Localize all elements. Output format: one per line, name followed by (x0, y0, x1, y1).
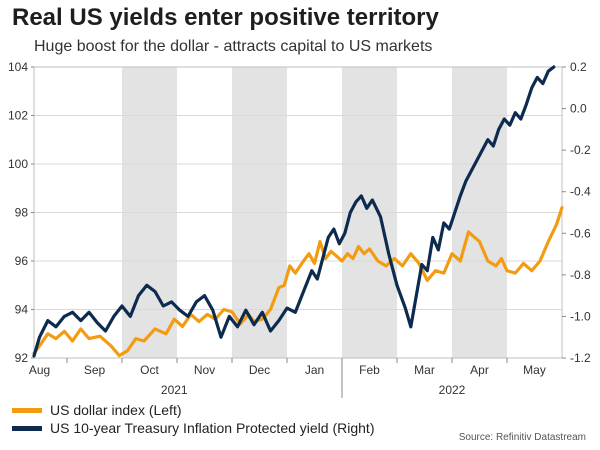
right-tick-label: 0.2 (570, 60, 587, 74)
left-tick-label: 102 (8, 109, 28, 123)
source-note: Source: Refinitiv Datastream (458, 432, 586, 443)
x-tick-label: Aug (29, 363, 50, 377)
x-tick-label: Sep (84, 363, 106, 377)
x-tick-label: Nov (194, 363, 215, 377)
year-label: 2022 (439, 383, 466, 397)
right-tick-label: -0.2 (570, 143, 591, 157)
right-tick-label: -1.0 (570, 309, 591, 323)
x-tick-label: May (523, 363, 546, 377)
series-line-tips-yield (32, 65, 556, 358)
legend-label-dxy: US dollar index (Left) (50, 402, 182, 418)
legend-swatch-dxy (12, 407, 42, 413)
right-tick-label: -0.8 (570, 268, 591, 282)
right-tick-label: 0.0 (570, 102, 587, 116)
legend-swatch-tips (12, 425, 42, 431)
left-tick-label: 100 (8, 157, 28, 171)
legend-label-tips: US 10-year Treasury Inflation Protected … (50, 420, 375, 436)
year-label: 2021 (161, 383, 188, 397)
left-tick-label: 94 (15, 303, 29, 317)
chart-title: Real US yields enter positive territory (12, 4, 439, 31)
legend-item-tips: US 10-year Treasury Inflation Protected … (12, 420, 374, 436)
x-tick-label: Apr (470, 363, 489, 377)
left-tick-label: 92 (15, 351, 29, 365)
x-tick-label: Oct (140, 363, 159, 377)
x-tick-label: Dec (249, 363, 270, 377)
right-tick-label: -0.6 (570, 226, 591, 240)
x-tick-label: Feb (359, 363, 380, 377)
x-tick-label: Mar (414, 363, 435, 377)
left-tick-label: 96 (15, 254, 29, 268)
left-tick-label: 98 (15, 206, 29, 220)
series-line-dollar-index (32, 206, 564, 358)
chart-subtitle: Huge boost for the dollar - attracts cap… (34, 38, 433, 55)
right-tick-label: -1.2 (570, 351, 591, 365)
legend-item-dxy: US dollar index (Left) (12, 402, 182, 418)
right-tick-label: -0.4 (570, 185, 591, 199)
x-tick-label: Jan (305, 363, 324, 377)
left-tick-label: 104 (8, 60, 28, 74)
